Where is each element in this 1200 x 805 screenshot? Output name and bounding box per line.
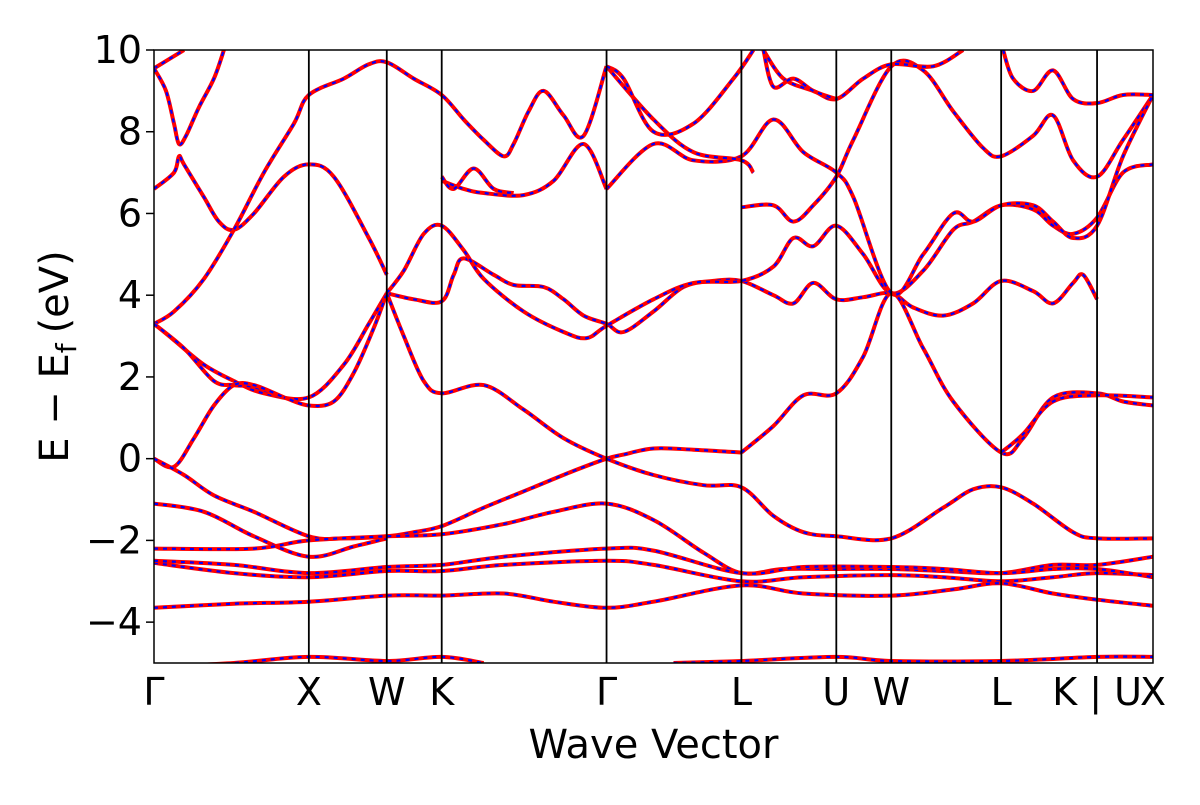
x-tick-label-4: Γ bbox=[596, 670, 617, 714]
y-axis-label-subscript: f bbox=[50, 342, 83, 353]
band-line-blue-3 bbox=[154, 60, 608, 325]
band-line-blue-11 bbox=[154, 582, 1153, 609]
band-line-blue-26 bbox=[1002, 50, 1153, 105]
band-line-blue-8 bbox=[154, 502, 388, 558]
bands-layer bbox=[154, 50, 1153, 663]
x-axis-label: Wave Vector bbox=[529, 722, 780, 768]
y-tick-label-2: 0 bbox=[118, 437, 142, 481]
y-tick-label-7: 10 bbox=[94, 28, 142, 72]
y-tick-label-6: 8 bbox=[118, 110, 142, 154]
kpoint-lines bbox=[307, 50, 1098, 663]
band-line-red-13 bbox=[197, 654, 485, 663]
x-tick-label-8: L bbox=[991, 670, 1012, 714]
y-ticks: −4 −2 0 2 4 6 8 10 bbox=[86, 28, 154, 644]
band-line-blue-10 bbox=[154, 559, 1153, 583]
x-tick-label-7: W bbox=[872, 670, 910, 714]
band-line-blue-21 bbox=[605, 94, 1153, 296]
band-line-red-6 bbox=[154, 381, 285, 470]
x-tick-label-6: U bbox=[822, 670, 850, 714]
band-line-blue-24 bbox=[762, 50, 964, 101]
band-line-blue-4 bbox=[154, 292, 388, 401]
x-tick-label-0: Γ bbox=[143, 670, 164, 714]
band-line-blue-6 bbox=[154, 381, 285, 469]
band-line-red-20 bbox=[741, 58, 1153, 224]
y-tick-label-3: 2 bbox=[118, 355, 142, 399]
y-tick-label-1: −2 bbox=[86, 518, 142, 562]
y-tick-label-4: 4 bbox=[118, 273, 142, 317]
band-line-red-28 bbox=[440, 166, 514, 195]
band-line-blue-27 bbox=[441, 142, 608, 197]
band-line-red-7 bbox=[154, 446, 742, 541]
band-line-blue-25 bbox=[762, 50, 837, 101]
y-axis-label-unit: (eV) bbox=[32, 250, 78, 333]
band-line-red-4 bbox=[154, 292, 389, 402]
band-line-blue-17 bbox=[385, 292, 1153, 542]
band-line-red-18 bbox=[740, 291, 1153, 457]
x-tick-label-5: L bbox=[731, 670, 752, 714]
band-line-red-11 bbox=[154, 581, 1153, 610]
y-axis-label: E − Ef (eV) bbox=[32, 250, 83, 463]
band-line-blue-18 bbox=[740, 292, 1153, 456]
band-line-blue-16 bbox=[385, 163, 1153, 340]
band-line-red-26 bbox=[1001, 50, 1153, 106]
band-line-blue-1 bbox=[154, 50, 225, 146]
band-line-blue-28 bbox=[440, 167, 514, 195]
y-tick-label-5: 6 bbox=[118, 191, 142, 235]
band-line-blue-13 bbox=[215, 655, 484, 663]
y-axis-label-main: E − E bbox=[32, 353, 78, 463]
band-line-red-24 bbox=[761, 50, 965, 102]
band-line-blue-2 bbox=[154, 154, 388, 276]
band-line-red-25 bbox=[761, 50, 837, 101]
x-tick-label-2: W bbox=[368, 670, 406, 714]
plot-frame bbox=[153, 49, 1154, 664]
band-line-blue-12 bbox=[154, 546, 1153, 579]
band-line-blue-23 bbox=[605, 50, 755, 136]
x-tick-label-1: X bbox=[296, 670, 322, 714]
band-line-blue-0 bbox=[154, 50, 185, 70]
band-line-red-12 bbox=[154, 545, 1153, 580]
x-tick-label-10: X bbox=[1140, 670, 1166, 714]
x-tick-label-9: K | U bbox=[1052, 670, 1142, 715]
x-tick-label-3: K bbox=[429, 670, 455, 714]
y-tick-label-0: −4 bbox=[86, 600, 142, 644]
band-line-red-27 bbox=[441, 142, 609, 198]
band-line-blue-19 bbox=[1000, 394, 1153, 454]
